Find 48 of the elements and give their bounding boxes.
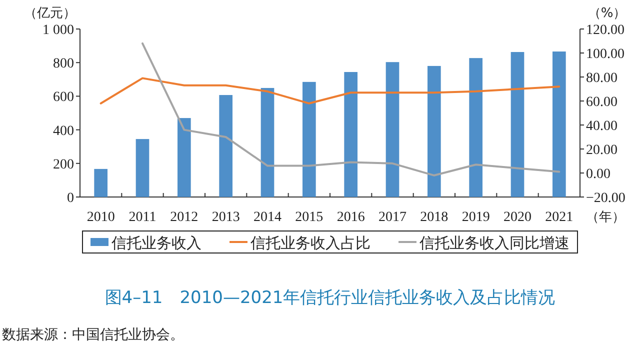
x-tick-label: 2014 (254, 210, 282, 225)
bar (552, 52, 566, 197)
bar (260, 88, 274, 197)
y-tick-label: 1 000 (42, 23, 74, 38)
y-tick-label: 400 (53, 124, 74, 139)
legend-label: 信托业务收入同比增速 (420, 234, 570, 252)
legend-label: 信托业务收入占比 (250, 234, 370, 252)
y2-tick-label: 100.00 (586, 47, 624, 62)
y-axis-title: （亿元） (24, 6, 76, 21)
x-tick-label: 2013 (212, 210, 240, 225)
line-series (142, 42, 560, 176)
y2-tick-label: 0.00 (586, 167, 610, 182)
y2-tick-label: 20.00 (586, 143, 618, 158)
source-note: 数据来源：中国信托业协会。 (2, 327, 184, 343)
y2-tick-label: −20.00 (586, 191, 626, 206)
x-tick-label: 2021 (545, 210, 574, 225)
y2-tick-label: 40.00 (586, 119, 618, 134)
x-tick-label: 2016 (336, 210, 365, 225)
y2-tick-label: 120.00 (586, 23, 624, 38)
x-tick-label: 2018 (420, 210, 448, 225)
x-tick-label: 2010 (86, 210, 115, 225)
x-tick-label: 2015 (295, 210, 324, 225)
bar (510, 52, 524, 197)
bar (94, 168, 108, 197)
x-tick-label: 2019 (462, 210, 490, 225)
y-tick-label: 800 (53, 56, 74, 72)
bar (469, 58, 482, 197)
y-tick-label: 200 (53, 157, 74, 172)
y2-tick-label: 60.00 (586, 95, 618, 110)
x-axis-title: （年） (586, 210, 625, 225)
x-tick-label: 2020 (504, 210, 532, 225)
x-tick-label: 2011 (128, 210, 156, 225)
bar (302, 82, 316, 197)
bar (428, 66, 441, 197)
y-tick-label: 0 (67, 191, 74, 206)
bar (344, 72, 358, 197)
x-tick-label: 2017 (378, 210, 406, 225)
text: 图4–11 2010—2021年信托行业信托业务收入及占比情况 (104, 288, 556, 308)
bar (219, 95, 232, 197)
y2-tick-label: 80.00 (586, 71, 618, 86)
bar (386, 62, 400, 197)
y-tick-label: 600 (53, 90, 74, 106)
x-tick-label: 2012 (170, 210, 198, 225)
y2-axis-title: （%） (588, 6, 626, 21)
bar (178, 118, 191, 197)
line-series (100, 77, 560, 104)
bar (136, 139, 150, 197)
legend-label: 信托业务收入 (112, 234, 202, 252)
